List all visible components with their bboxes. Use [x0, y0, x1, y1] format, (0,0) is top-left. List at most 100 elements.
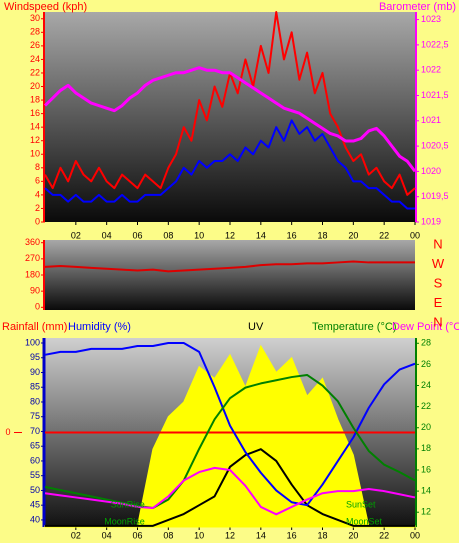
y-tick-label: 40: [30, 514, 40, 524]
y2-tick-label: 1022,5: [421, 39, 449, 49]
y2-tick-label: 18: [421, 443, 431, 453]
x-tick-label: 00: [410, 530, 420, 540]
x-tick-label: 18: [317, 530, 327, 540]
y-tick-label: 18: [30, 94, 40, 104]
x-tick-label: 22: [379, 230, 389, 240]
x-tick-label: 02: [71, 530, 81, 540]
y-tick-label: 8: [35, 162, 40, 172]
x-tick-label: 06: [132, 230, 142, 240]
y-tick-label: 0: [35, 216, 40, 226]
plot-bg: [45, 240, 415, 310]
y3-tick-label: 0: [5, 427, 10, 437]
y-tick-label: 270: [25, 253, 40, 263]
y-tick-label: 14: [30, 122, 40, 132]
y-tick-label: 360: [25, 237, 40, 247]
y2-tick-label: 22: [421, 401, 431, 411]
compass-label: W: [432, 256, 445, 271]
y-tick-label: 2: [35, 203, 40, 213]
axis-title: Windspeed (kph): [4, 1, 87, 13]
y-tick-label: 0: [35, 302, 40, 312]
y-tick-label: 10: [30, 149, 40, 159]
x-tick-label: 10: [194, 530, 204, 540]
y2-tick-label: 26: [421, 359, 431, 369]
annotation: MoonRise: [104, 516, 145, 526]
x-tick-label: 08: [163, 530, 173, 540]
y2-tick-label: 1021,5: [421, 90, 449, 100]
axis-title: Humidity (%): [68, 321, 131, 333]
x-tick-label: 04: [102, 230, 112, 240]
axis-title: Barometer (mb): [379, 1, 456, 13]
y2-tick-label: 14: [421, 485, 431, 495]
annotation: SunRise: [111, 499, 145, 509]
y-tick-label: 80: [30, 396, 40, 406]
y-tick-label: 100: [25, 337, 40, 347]
x-tick-label: 12: [225, 530, 235, 540]
y-tick-label: 90: [30, 367, 40, 377]
y-tick-label: 50: [30, 485, 40, 495]
y2-tick-label: 1023: [421, 14, 441, 24]
y-tick-label: 16: [30, 108, 40, 118]
x-tick-label: 10: [194, 230, 204, 240]
x-tick-label: 08: [163, 230, 173, 240]
annotation: MoonSet: [346, 516, 383, 526]
axis-title: UV: [248, 321, 264, 333]
y-tick-label: 65: [30, 441, 40, 451]
y2-tick-label: 1020,5: [421, 140, 449, 150]
y-tick-label: 60: [30, 455, 40, 465]
plot-bg: [45, 12, 415, 222]
x-tick-label: 12: [225, 230, 235, 240]
series-line: [43, 66, 417, 173]
series-line: [45, 448, 415, 527]
x-tick-label: 16: [287, 230, 297, 240]
x-tick-label: 18: [317, 230, 327, 240]
x-tick-label: 14: [256, 230, 266, 240]
compass-label: N: [433, 314, 442, 329]
y-tick-label: 180: [25, 269, 40, 279]
y-tick-label: 20: [30, 81, 40, 91]
compass-label: E: [434, 295, 443, 310]
y-tick-label: 30: [30, 13, 40, 23]
x-tick-label: 06: [132, 530, 142, 540]
axis-title: Rainfall (mm): [2, 321, 67, 333]
y-tick-label: 24: [30, 54, 40, 64]
y-tick-label: 95: [30, 352, 40, 362]
x-tick-label: 02: [71, 230, 81, 240]
y-tick-label: 22: [30, 67, 40, 77]
y-tick-label: 4: [35, 189, 40, 199]
series-line: [44, 373, 416, 509]
x-tick-label: 20: [348, 530, 358, 540]
y-tick-label: 55: [30, 470, 40, 480]
series-line: [44, 260, 415, 273]
series-line: [44, 342, 416, 507]
y2-tick-label: 16: [421, 464, 431, 474]
y2-tick-label: 28: [421, 338, 431, 348]
x-tick-label: 04: [102, 530, 112, 540]
y2-tick-label: 1022: [421, 65, 441, 75]
x-tick-label: 14: [256, 530, 266, 540]
y2-tick-label: 1019: [421, 216, 441, 226]
y-tick-label: 28: [30, 27, 40, 37]
y2-tick-label: 1019,5: [421, 191, 449, 201]
axis-title: Temperature (°C): [312, 321, 396, 333]
y2-tick-label: 24: [421, 380, 431, 390]
y-tick-label: 90: [30, 286, 40, 296]
y-tick-label: 85: [30, 382, 40, 392]
y-tick-label: 12: [30, 135, 40, 145]
x-tick-label: 22: [379, 530, 389, 540]
y2-tick-label: 12: [421, 507, 431, 517]
annotation: SunSet: [346, 499, 376, 509]
compass-label: N: [433, 236, 442, 251]
compass-label: S: [434, 275, 443, 290]
y2-tick-label: 1021: [421, 115, 441, 125]
y2-tick-label: 20: [421, 422, 431, 432]
axis-title: Dew Point (°C: [392, 321, 459, 333]
x-tick-label: 20: [348, 230, 358, 240]
y-tick-label: 45: [30, 500, 40, 510]
y-tick-label: 6: [35, 176, 40, 186]
series-line: [44, 466, 416, 516]
y-tick-label: 26: [30, 40, 40, 50]
y-tick-label: 70: [30, 426, 40, 436]
y2-tick-label: 1020: [421, 166, 441, 176]
